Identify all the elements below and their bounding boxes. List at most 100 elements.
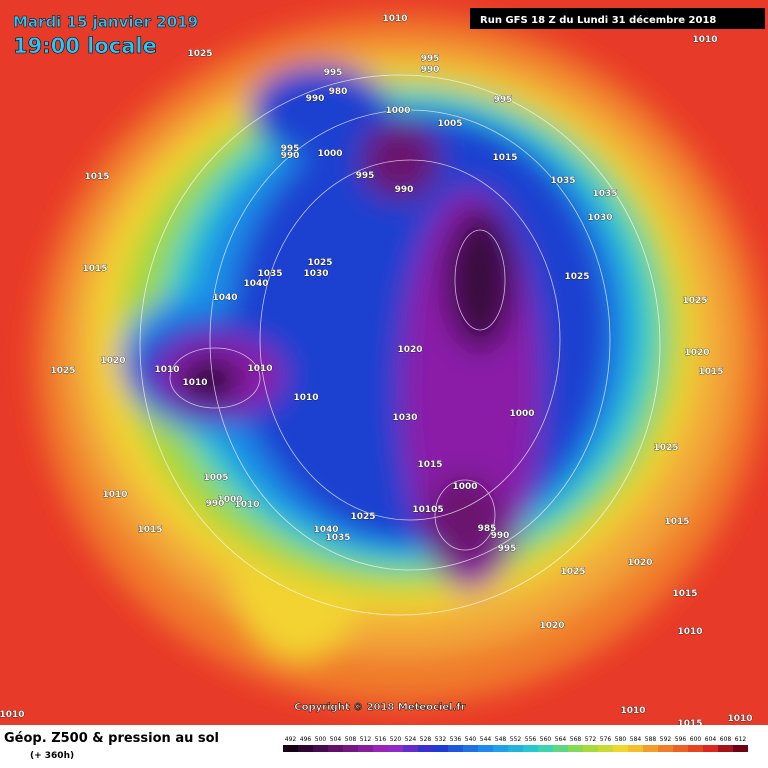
legend-label: 600 xyxy=(690,736,702,743)
isobar-label: 1010 xyxy=(0,710,25,720)
run-info: Run GFS 18 Z du Lundi 31 décembre 2018 xyxy=(480,14,716,26)
isobar-label: 995 xyxy=(356,171,375,181)
isobar-label: 1025 xyxy=(653,443,678,453)
isobar-label: 1035 xyxy=(257,269,282,279)
legend-swatch xyxy=(688,745,703,752)
isobar-label: 1025 xyxy=(187,49,212,59)
isobar-label: 1015 xyxy=(672,589,697,599)
legend-swatch xyxy=(523,745,538,752)
legend-label: 576 xyxy=(600,736,612,743)
isobar-label: 990 xyxy=(306,94,325,104)
legend-swatch xyxy=(283,745,298,752)
legend-swatch xyxy=(448,745,463,752)
legend-label: 564 xyxy=(555,736,567,743)
isobar-label: 1000 xyxy=(509,409,534,419)
isobar-label: 1010 xyxy=(154,365,179,375)
isobar-label: 1015 xyxy=(84,172,109,182)
legend-swatch xyxy=(538,745,553,752)
legend-label: 592 xyxy=(660,736,672,743)
legend-swatch xyxy=(598,745,613,752)
legend-label: 540 xyxy=(465,736,477,743)
legend-label: 608 xyxy=(720,736,732,743)
isobar-label: 1010 xyxy=(727,714,752,724)
isobar-label: 1025 xyxy=(50,366,75,376)
isobar-label: 1010 xyxy=(620,706,645,716)
legend-swatch xyxy=(493,745,508,752)
isobar-label: 1015 xyxy=(664,517,689,527)
legend-swatch xyxy=(433,745,448,752)
isobar-label: 1025 xyxy=(682,296,707,306)
legend-swatch xyxy=(508,745,523,752)
legend-swatch xyxy=(568,745,583,752)
legend-label: 552 xyxy=(510,736,522,743)
isobar-label: 1010 xyxy=(247,364,272,374)
legend-swatch xyxy=(583,745,598,752)
legend-label: 568 xyxy=(570,736,582,743)
legend-label: 512 xyxy=(360,736,372,743)
isobar-label: 995 xyxy=(324,68,343,78)
legend-label: 536 xyxy=(450,736,462,743)
isobar-label: 1015 xyxy=(137,525,162,535)
legend-label: 516 xyxy=(375,736,387,743)
date: Mardi 15 janvier 2019 xyxy=(13,13,198,31)
legend-label: 572 xyxy=(585,736,597,743)
legend-label: 588 xyxy=(645,736,657,743)
isobar-label: 1000 xyxy=(385,106,410,116)
isobar-label: 990 xyxy=(281,151,300,161)
isobar-label: 1030 xyxy=(587,213,612,223)
isobar-label: 1025 xyxy=(307,258,332,268)
isobar-label: 1010 xyxy=(293,393,318,403)
legend-swatch xyxy=(613,745,628,752)
footer-lead: (+ 360h) xyxy=(30,751,74,761)
legend-swatch xyxy=(463,745,478,752)
legend-swatch xyxy=(553,745,568,752)
isobar-label: 1020 xyxy=(684,348,709,358)
legend-label: 524 xyxy=(405,736,417,743)
legend-swatch xyxy=(298,745,313,752)
legend-swatch xyxy=(703,745,718,752)
copyright: Copyright © 2018 Meteociel.fr xyxy=(294,702,465,713)
legend-label: 612 xyxy=(735,736,747,743)
legend-swatch xyxy=(388,745,403,752)
footer-title: Géop. Z500 & pression au sol xyxy=(4,731,219,746)
isobar-label: 1015 xyxy=(82,264,107,274)
isobar-label: 1035 xyxy=(550,176,575,186)
isobar-label: 1010 xyxy=(692,35,717,45)
isobar-label: 1035 xyxy=(325,533,350,543)
legend-swatch xyxy=(643,745,658,752)
isobar-labels: 1010101010259959959909959809901000100599… xyxy=(0,14,753,730)
legend-swatch xyxy=(313,745,328,752)
run-box xyxy=(470,8,765,29)
legend-label: 584 xyxy=(630,736,642,743)
isobar-label: 1020 xyxy=(397,345,422,355)
legend-label: 548 xyxy=(495,736,507,743)
isobar-label: 980 xyxy=(329,87,348,97)
isobar-label: 1010 xyxy=(677,627,702,637)
legend-swatch xyxy=(733,745,748,752)
legend-label: 508 xyxy=(345,736,357,743)
isobar-label: 1040 xyxy=(212,293,237,303)
legend-swatch xyxy=(478,745,493,752)
legend-label: 500 xyxy=(315,736,327,743)
isobar-label: 1035 xyxy=(592,189,617,199)
isobar-label: 1020 xyxy=(627,558,652,568)
legend-label: 556 xyxy=(525,736,537,743)
legend-label: 528 xyxy=(420,736,432,743)
legend-swatch xyxy=(343,745,358,752)
legend-label: 532 xyxy=(435,736,447,743)
isobar-label: 990 xyxy=(395,185,414,195)
legend-swatch xyxy=(418,745,433,752)
legend-swatch xyxy=(403,745,418,752)
legend-label: 560 xyxy=(540,736,552,743)
legend-swatch xyxy=(358,745,373,752)
isobar-label: 1015 xyxy=(492,153,517,163)
isobar-label: 1015 xyxy=(417,460,442,470)
time: 19:00 locale xyxy=(13,34,157,58)
legend-label: 492 xyxy=(285,736,297,743)
isobar-label: 1025 xyxy=(564,272,589,282)
legend-label: 520 xyxy=(390,736,402,743)
legend-label: 604 xyxy=(705,736,717,743)
legend-swatch xyxy=(373,745,388,752)
isobar-label: 1020 xyxy=(539,621,564,631)
